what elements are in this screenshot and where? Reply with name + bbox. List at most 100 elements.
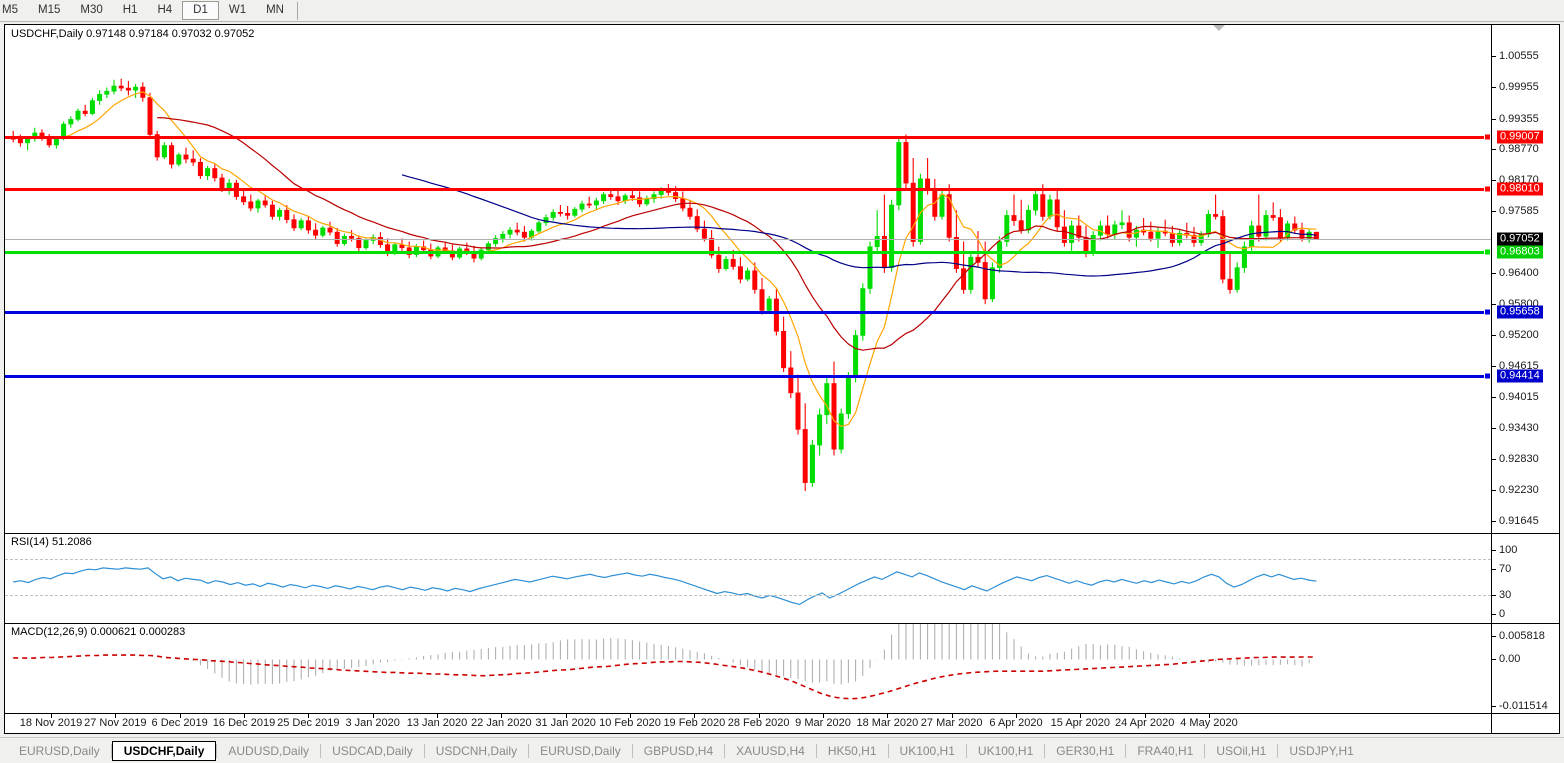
price-tag-0.95658[interactable]: 0.95658 (1497, 305, 1543, 319)
rsi-pane[interactable]: RSI(14) 51.2086 100 70 30 0 (5, 534, 1559, 624)
timeframe-button-m30[interactable]: M30 (80, 4, 103, 16)
symbol-tab-usdjpy-h1[interactable]: USDJPY,H1 (1289, 744, 1354, 758)
timeframe-button-w1[interactable]: W1 (228, 4, 247, 16)
price-axis-tick (1492, 56, 1496, 57)
price-tag-0.98010[interactable]: 0.98010 (1497, 182, 1543, 196)
time-axis-label: 16 Dec 2019 (212, 717, 276, 729)
tab-separator (965, 744, 967, 758)
price-axis-tick (1492, 427, 1496, 429)
price-tag-0.99007[interactable]: 0.99007 (1497, 130, 1543, 144)
time-axis-label: 19 Feb 2020 (663, 717, 726, 729)
time-axis-tick (758, 714, 760, 718)
level-handle[interactable] (1484, 308, 1491, 316)
symbol-tab-eurusd-daily[interactable]: EURUSD,Daily (19, 744, 100, 758)
rsi-axis-tick (1492, 569, 1496, 571)
timeframe-buttons: M5 M15 M30 H1 H4 D1 W1 MN (0, 0, 301, 21)
level-line-0.9801[interactable] (5, 187, 1491, 191)
time-axis-tick (565, 714, 567, 718)
level-line-0.96803[interactable] (5, 250, 1491, 254)
symbol-tab-usoil-h1[interactable]: USOil,H1 (1216, 744, 1267, 758)
time-axis-tick (372, 714, 374, 718)
tab-separator (423, 744, 425, 758)
symbol-tab-uk100-h1[interactable]: UK100,H1 (977, 744, 1034, 758)
candlestick-svg (10, 78, 1319, 491)
rsi-axis-tick (1492, 614, 1496, 615)
timeframe-button-mn[interactable]: MN (266, 4, 284, 16)
price-axis-label: 0.94015 (1499, 391, 1539, 404)
timeframe-button-d1[interactable]: D1 (182, 1, 219, 20)
time-axis-tick (437, 714, 438, 718)
rsi-label: RSI(14) 51.2086 (9, 536, 94, 548)
rsi-axis-label: 30 (1499, 588, 1512, 601)
time-axis-tick (694, 714, 696, 718)
price-axis-label: 0.98770 (1499, 143, 1539, 156)
symbol-tab-uk100-h1[interactable]: UK100,H1 (899, 744, 955, 758)
level-line-0.95658[interactable] (5, 310, 1491, 314)
symbol-tab-eurusd-daily[interactable]: EURUSD,Daily (540, 744, 621, 758)
level-handle[interactable] (1484, 248, 1491, 256)
time-axis-tick (1144, 714, 1146, 718)
macd-pane[interactable]: MACD(12,26,9) 0.000621 0.000283 0.005818… (5, 624, 1559, 714)
time-axis-tick (115, 714, 117, 718)
price-axis-label: 0.99355 (1499, 112, 1539, 125)
time-axis-tick (887, 714, 889, 718)
symbol-tab-usdchf-daily[interactable]: USDCHF,Daily (111, 741, 217, 761)
symbol-tab-bar: EURUSD,Daily USDCHF,Daily AUDUSD,Daily USDC… (0, 737, 1564, 763)
time-axis-tick (630, 714, 631, 718)
tab-separator (631, 744, 633, 758)
time-axis-tick (951, 714, 953, 718)
level-line-0.97052[interactable] (5, 238, 1491, 240)
time-axis-label: 28 Feb 2020 (727, 717, 790, 729)
timeframe-button-h1[interactable]: H1 (122, 4, 138, 16)
time-axis-tick (501, 714, 503, 718)
level-line-0.94414[interactable] (5, 375, 1491, 379)
time-axis-tick (823, 714, 824, 718)
price-axis-label: 0.91645 (1499, 515, 1539, 527)
tab-separator (320, 744, 322, 758)
price-pane[interactable]: USDCHF,Daily 0.97148 0.97184 0.97032 0.9… (5, 25, 1559, 534)
price-tag-0.97052[interactable]: 0.97052 (1497, 232, 1543, 246)
time-axis: 18 Nov 2019 27 Nov 2019 6 Dec 2019 16 Dec 2… (5, 714, 1491, 733)
price-axis-tick (1492, 335, 1496, 337)
price-tag-0.96803[interactable]: 0.96803 (1497, 245, 1543, 259)
time-axis-corner (1491, 714, 1559, 733)
symbol-tab-audusd-daily[interactable]: AUDUSD,Daily (228, 744, 310, 758)
price-tag-0.94414[interactable]: 0.94414 (1497, 369, 1543, 383)
tab-separator (1204, 744, 1206, 758)
symbol-tab-hk50-h1[interactable]: HK50,H1 (827, 744, 877, 758)
rsi-plot-area[interactable]: RSI(14) 51.2086 (5, 534, 1491, 623)
timeframe-button-m5[interactable]: M5 (2, 4, 18, 16)
price-axis-label: 0.95200 (1499, 329, 1539, 342)
price-axis[interactable]: 1.00555 0.99955 0.99355 0.98770 0.98170 0.975… (1491, 25, 1559, 533)
level-handle[interactable] (1484, 372, 1491, 380)
macd-plot-area[interactable]: MACD(12,26,9) 0.000621 0.000283 (5, 624, 1491, 713)
price-axis-tick (1492, 180, 1496, 182)
symbol-tab-fra40-h1[interactable]: FRA40,H1 (1137, 744, 1194, 758)
level-handle[interactable] (1484, 133, 1491, 141)
symbol-tab-usdcad-daily[interactable]: USDCAD,Daily (332, 744, 413, 758)
symbol-tab-ger30-h1[interactable]: GER30,H1 (1056, 744, 1115, 758)
price-axis-tick (1492, 272, 1496, 274)
rsi-line-svg (13, 567, 1317, 606)
timeframe-toolbar: M5 M15 M30 H1 H4 D1 W1 MN (0, 0, 1564, 22)
price-plot-area[interactable]: USDCHF,Daily 0.97148 0.97184 0.97032 0.9… (5, 25, 1491, 533)
time-axis-label: 3 Jan 2020 (345, 717, 400, 729)
time-axis-label: 31 Jan 2020 (535, 717, 596, 729)
time-axis-tick (308, 714, 310, 718)
timeframe-button-m15[interactable]: M15 (37, 4, 61, 16)
triangle-down-icon (1213, 25, 1225, 31)
symbol-tab-xauusd-h4[interactable]: XAUUSD,H4 (736, 744, 805, 758)
symbol-tab-usdcnh-daily[interactable]: USDCNH,Daily (435, 744, 518, 758)
macd-axis-tick (1492, 706, 1496, 707)
chart-frame: USDCHF,Daily 0.97148 0.97184 0.97032 0.9… (4, 24, 1560, 734)
level-line-0.99007[interactable] (5, 135, 1491, 139)
timeframe-button-h4[interactable]: H4 (157, 4, 173, 16)
level-handle[interactable] (1484, 185, 1491, 193)
rsi-axis-label: 100 (1499, 544, 1518, 556)
price-axis-tick (1492, 366, 1496, 367)
time-axis-label: 18 Mar 2020 (856, 717, 919, 729)
symbol-tab-gbpusd-h4[interactable]: GBPUSD,H4 (643, 744, 714, 758)
tab-separator (216, 744, 218, 758)
tab-separator (1277, 744, 1279, 758)
macd-axis-tick (1492, 659, 1496, 661)
